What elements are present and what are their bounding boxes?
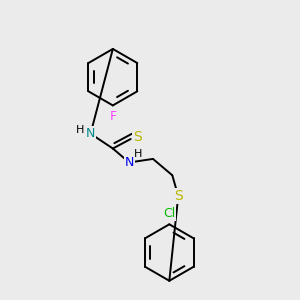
Text: Cl: Cl: [163, 206, 176, 220]
Text: S: S: [133, 130, 142, 144]
Text: F: F: [109, 110, 116, 123]
Text: N: N: [124, 156, 134, 169]
Text: N: N: [86, 127, 95, 140]
Text: S: S: [174, 189, 183, 203]
Text: H: H: [134, 148, 142, 159]
Text: H: H: [76, 125, 84, 135]
